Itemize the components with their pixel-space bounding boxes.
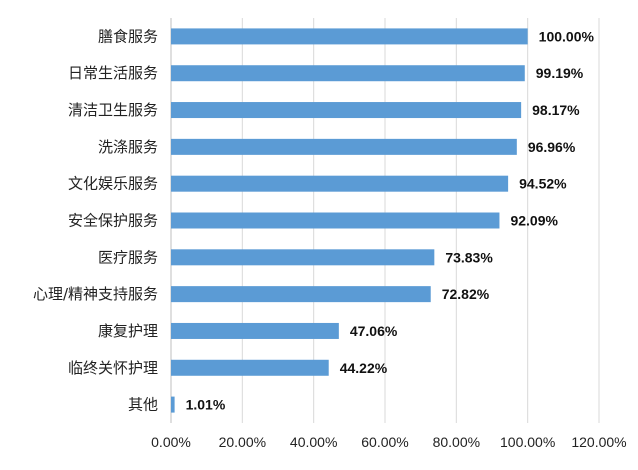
data-label: 73.83%: [445, 249, 493, 265]
category-label: 膳食服务: [98, 27, 158, 45]
x-tick-label: 80.00%: [433, 434, 480, 450]
data-label: 94.52%: [519, 176, 567, 192]
bar: [171, 359, 329, 376]
category-label: 医疗服务: [98, 248, 158, 266]
bar: [171, 102, 522, 119]
x-tick-label: 100.00%: [500, 434, 555, 450]
x-tick-label: 60.00%: [361, 434, 408, 450]
category-label: 心理/精神支持服务: [33, 285, 158, 303]
bars-group: [171, 28, 528, 413]
data-label: 100.00%: [539, 28, 595, 44]
bar: [171, 286, 431, 303]
data-label: 92.09%: [510, 213, 558, 229]
category-labels: 膳食服务日常生活服务清洁卫生服务洗涤服务文化娱乐服务安全保护服务医疗服务心理/精…: [33, 27, 158, 413]
category-label: 其他: [128, 396, 158, 414]
x-tick-labels: 0.00% 20.00% 40.00% 60.00% 80.00% 100.00% 120.…: [151, 434, 626, 450]
data-label: 99.19%: [536, 65, 584, 81]
data-label: 47.06%: [350, 323, 398, 339]
category-label: 安全保护服务: [68, 212, 158, 230]
data-label: 1.01%: [186, 397, 226, 413]
x-tick-label: 120.00%: [571, 434, 626, 450]
category-label: 文化娱乐服务: [68, 175, 158, 193]
x-tick-label: 40.00%: [290, 434, 337, 450]
bar: [171, 322, 339, 339]
data-label: 72.82%: [442, 286, 490, 302]
data-label: 44.22%: [340, 360, 388, 376]
x-tick-label: 0.00%: [151, 434, 191, 450]
data-label: 98.17%: [532, 102, 580, 118]
category-label: 清洁卫生服务: [68, 101, 158, 119]
category-label: 日常生活服务: [68, 64, 158, 82]
x-tick-label: 20.00%: [219, 434, 266, 450]
category-label: 洗涤服务: [98, 138, 158, 156]
category-label: 临终关怀护理: [68, 359, 158, 377]
bar: [171, 65, 525, 82]
bar: [171, 212, 500, 229]
data-label: 96.96%: [528, 139, 576, 155]
bar: [171, 249, 435, 266]
bar: [171, 175, 509, 192]
bar: [171, 396, 175, 413]
bar: [171, 28, 528, 45]
bar: [171, 138, 517, 155]
value-labels: 100.00% 99.19% 98.17% 96.96% 94.52% 92.09% 73.…: [186, 28, 595, 412]
category-label: 康复护理: [98, 322, 158, 340]
